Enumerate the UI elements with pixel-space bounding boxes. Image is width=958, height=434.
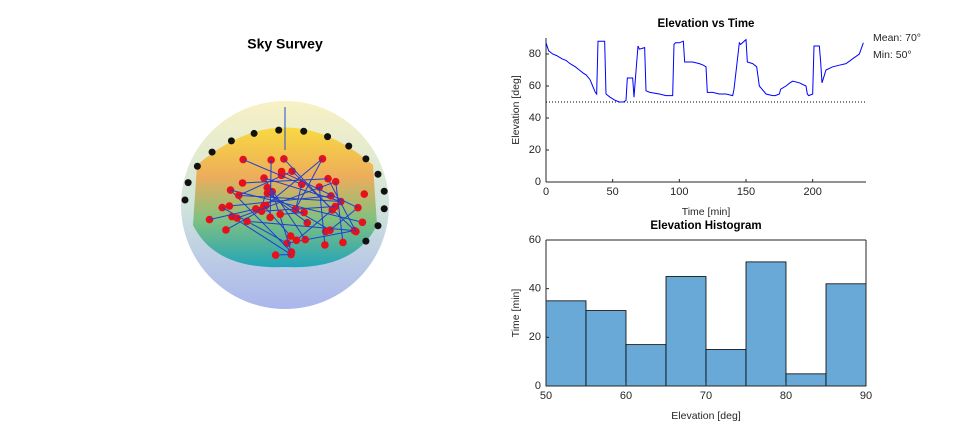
unobservable-target bbox=[324, 133, 332, 141]
y-tick-label: 80 bbox=[529, 48, 541, 60]
target bbox=[266, 213, 274, 222]
target bbox=[286, 232, 295, 240]
unobservable-target bbox=[300, 127, 308, 135]
bar bbox=[825, 283, 867, 387]
path-segment bbox=[231, 216, 292, 255]
target bbox=[354, 203, 362, 212]
target bbox=[339, 238, 347, 247]
bar bbox=[785, 373, 827, 387]
x-tick-label: 80 bbox=[780, 390, 792, 402]
path-segment bbox=[263, 205, 292, 237]
target bbox=[331, 202, 340, 211]
target bbox=[352, 227, 360, 236]
x-axis-label: Elevation [deg] bbox=[671, 410, 741, 422]
target bbox=[303, 218, 312, 227]
unobservable-target bbox=[362, 237, 370, 245]
unobservable-target bbox=[380, 187, 388, 195]
x-tick-label: 0 bbox=[543, 186, 549, 198]
path-segment bbox=[327, 178, 357, 232]
path-segment bbox=[296, 209, 333, 241]
unobservable-target bbox=[374, 170, 382, 178]
target bbox=[321, 241, 329, 249]
annotation: Min: 50° bbox=[873, 49, 912, 61]
target bbox=[263, 183, 272, 192]
unobservable-target bbox=[208, 148, 216, 156]
chart-title: Sky Survey bbox=[247, 36, 323, 52]
path-segment bbox=[225, 209, 262, 231]
path-segment bbox=[242, 159, 302, 185]
x-tick-label: 50 bbox=[540, 390, 552, 402]
unobservable-target bbox=[380, 205, 388, 213]
x-tick-label: 60 bbox=[620, 390, 632, 402]
x-tick-label: 100 bbox=[670, 186, 688, 198]
target bbox=[225, 202, 234, 210]
y-tick-label: 60 bbox=[529, 80, 541, 92]
elevation-line bbox=[545, 38, 864, 103]
bar bbox=[545, 300, 587, 387]
chart-title: Elevation Histogram bbox=[650, 220, 761, 232]
unobservable-target bbox=[181, 196, 189, 204]
x-tick-label: 200 bbox=[803, 186, 821, 198]
target bbox=[360, 190, 369, 198]
y-tick-label: 40 bbox=[529, 283, 541, 295]
path-segment bbox=[295, 184, 303, 210]
path-segment bbox=[267, 192, 331, 231]
path-segment bbox=[242, 178, 329, 184]
target bbox=[267, 156, 275, 164]
bar bbox=[625, 344, 667, 387]
y-tick-label: 0 bbox=[535, 380, 541, 392]
target bbox=[358, 218, 367, 227]
y-axis-label: Time [min] bbox=[510, 289, 522, 338]
path-segment bbox=[247, 220, 355, 232]
path-segment bbox=[318, 186, 326, 246]
y-tick-label: 0 bbox=[535, 176, 541, 188]
y-tick-label: 60 bbox=[529, 234, 541, 246]
bar bbox=[665, 276, 707, 387]
target bbox=[238, 179, 247, 187]
x-tick-label: 150 bbox=[737, 186, 755, 198]
unobservable-target bbox=[374, 222, 382, 230]
unobservable-target bbox=[345, 142, 353, 150]
path-segment bbox=[230, 189, 292, 253]
unobservable-target bbox=[362, 155, 370, 163]
path-segment bbox=[295, 158, 323, 210]
annotation: Mean: 70° bbox=[873, 32, 921, 44]
y-tick-label: 20 bbox=[529, 331, 541, 343]
unobservable-target bbox=[184, 179, 192, 187]
path-segment bbox=[267, 192, 308, 224]
y-axis-label: Elevation [deg] bbox=[510, 75, 522, 145]
target bbox=[300, 208, 308, 217]
path-segment bbox=[236, 181, 336, 219]
x-tick-label: 50 bbox=[607, 186, 619, 198]
target bbox=[271, 251, 280, 259]
x-tick-label: 70 bbox=[700, 390, 712, 402]
unobservable-target bbox=[193, 162, 201, 170]
path-segment bbox=[329, 207, 359, 231]
path-segment bbox=[209, 208, 256, 221]
unobservable-target bbox=[227, 137, 235, 145]
target bbox=[222, 226, 230, 234]
bar bbox=[585, 310, 627, 387]
bar bbox=[705, 349, 747, 387]
x-tick-label: 90 bbox=[860, 390, 872, 402]
unobservable-target bbox=[275, 126, 283, 134]
target bbox=[276, 210, 284, 219]
target bbox=[292, 236, 301, 245]
target bbox=[277, 167, 286, 176]
path-segment bbox=[281, 171, 359, 209]
bar bbox=[745, 261, 787, 387]
chart-title: Elevation vs Time bbox=[658, 18, 755, 30]
path-segment bbox=[269, 159, 272, 218]
path-segment bbox=[335, 181, 344, 243]
unobservable-target bbox=[250, 129, 258, 137]
y-tick-label: 20 bbox=[529, 144, 541, 156]
x-axis-label: Time [min] bbox=[682, 206, 731, 218]
y-tick-label: 40 bbox=[529, 112, 541, 124]
path-segment bbox=[280, 211, 305, 215]
